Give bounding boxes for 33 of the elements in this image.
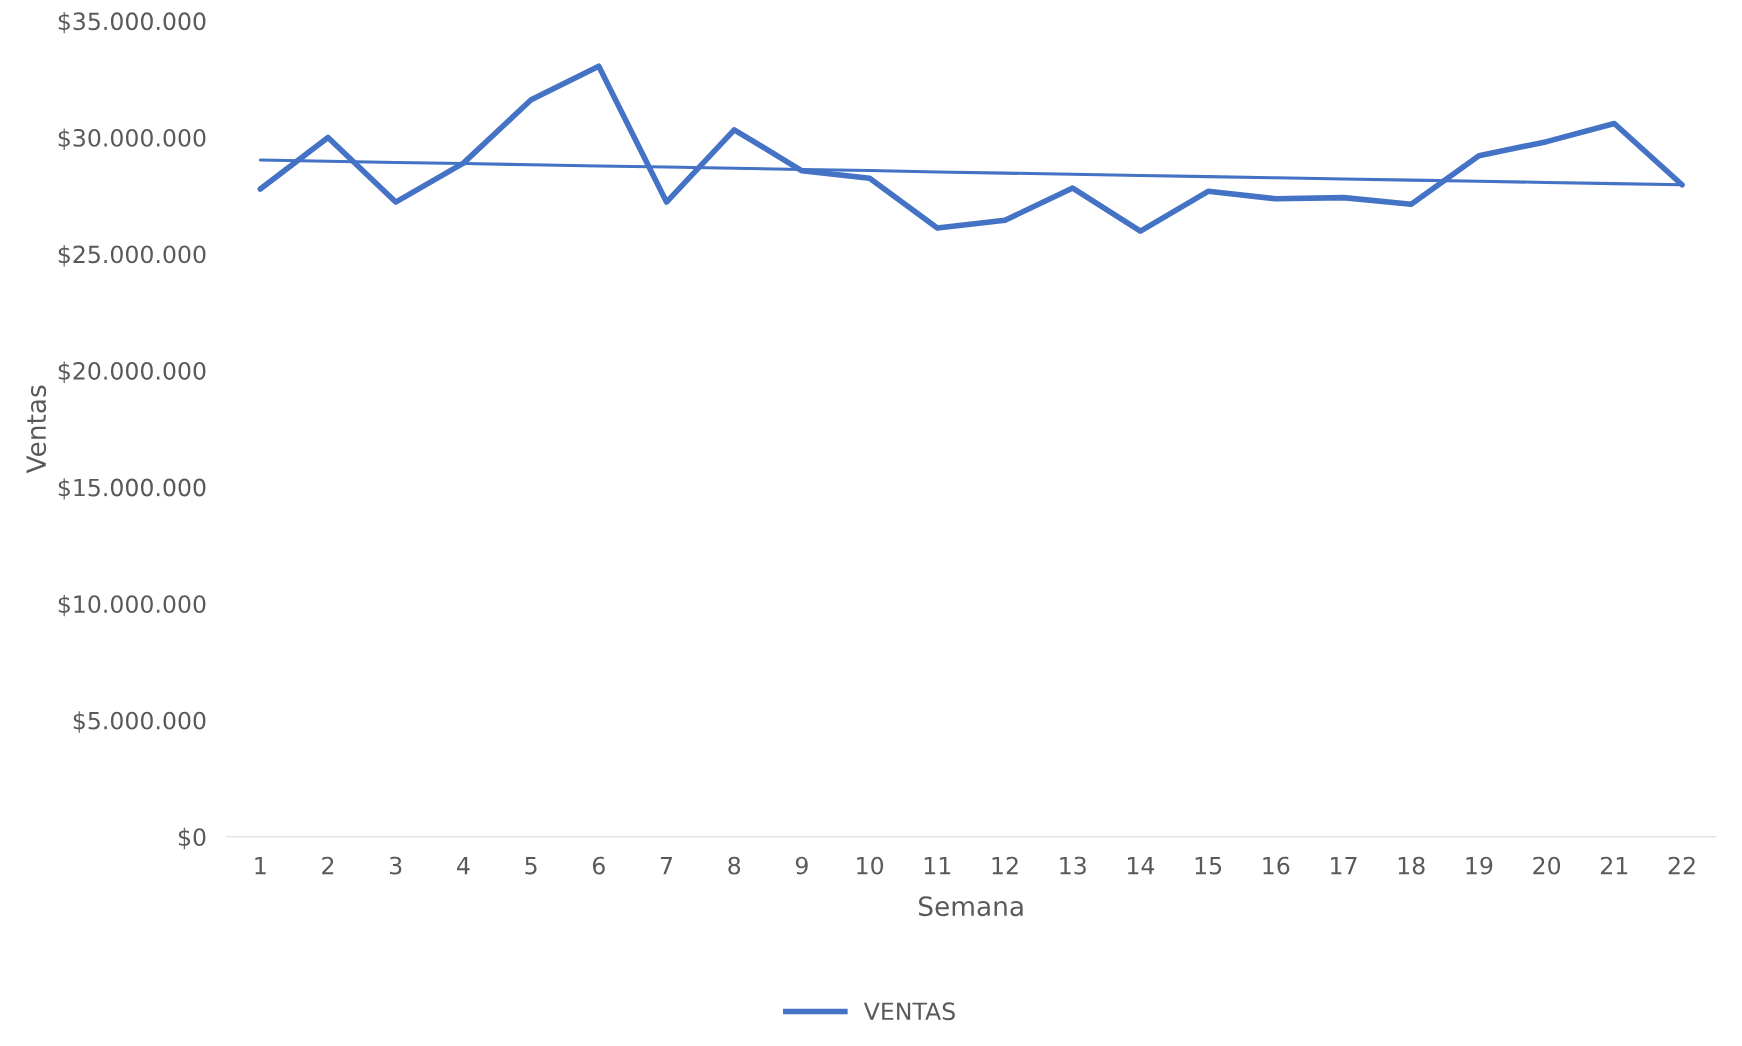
- y-tick-label: $0: [178, 827, 206, 850]
- x-tick-label: 5: [525, 856, 537, 875]
- y-tick-label: $20.000.000: [58, 361, 206, 384]
- y-axis-title: Ventas: [26, 385, 47, 474]
- x-tick-label: 12: [992, 856, 1018, 875]
- y-tick-label: $15.000.000: [58, 478, 206, 500]
- x-tick-label: 4: [457, 856, 470, 875]
- x-tick-label: 1: [255, 856, 266, 875]
- x-tick-label: 18: [1398, 856, 1425, 875]
- x-tick-label: 21: [1601, 856, 1628, 875]
- y-tick-label: $5.000.000: [73, 711, 206, 733]
- x-tick-label: 10: [857, 856, 884, 875]
- x-tick-label: 7: [660, 856, 673, 875]
- x-tick-label: 13: [1060, 856, 1086, 875]
- x-tick-label: 15: [1195, 856, 1222, 875]
- legend-label: VENTAS: [863, 1002, 955, 1021]
- x-tick-label: 3: [390, 856, 402, 875]
- x-tick-label: 14: [1127, 856, 1155, 875]
- x-tick-label: 17: [1331, 856, 1357, 875]
- x-tick-label: 11: [924, 856, 951, 875]
- x-tick-label: 20: [1533, 856, 1561, 875]
- x-tick-label: 6: [592, 856, 605, 875]
- y-tick-label: $30.000.000: [58, 128, 206, 150]
- y-tick-label: $35.000.000: [58, 11, 206, 34]
- x-tick-label: 8: [728, 856, 741, 875]
- x-tick-label: 16: [1263, 856, 1290, 875]
- x-tick-label: 19: [1466, 856, 1493, 875]
- y-tick-label: $10.000.000: [58, 594, 206, 617]
- x-tick-label: 2: [322, 856, 334, 875]
- x-axis-title: Semana: [919, 896, 1023, 917]
- y-tick-label: $25.000.000: [58, 245, 206, 267]
- x-tick-label: 9: [795, 856, 808, 875]
- x-tick-label: 22: [1668, 856, 1695, 875]
